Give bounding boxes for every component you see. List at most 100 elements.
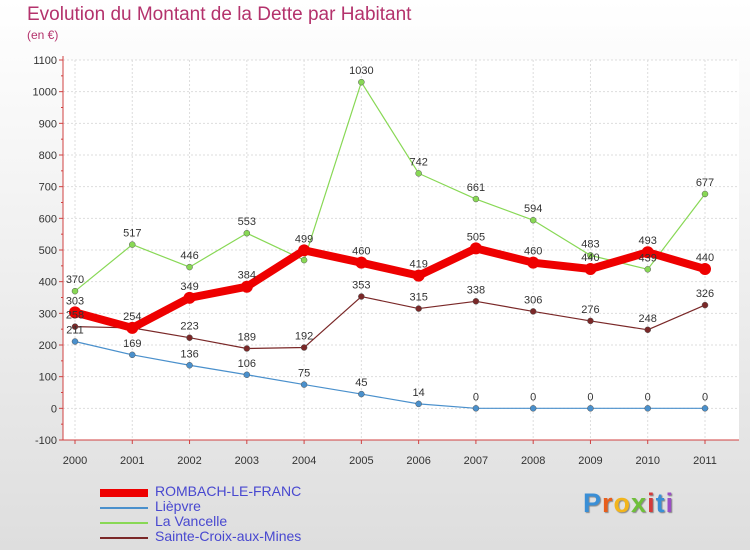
data-point [415,400,422,408]
data-point [186,263,193,271]
legend-label: La Vancelle [155,513,228,529]
logo-letter: i [647,488,656,518]
data-point [699,263,711,275]
data-point [472,298,480,305]
y-tick-label: 200 [39,340,57,352]
logo-letter: t [655,488,666,518]
data-label: 446 [180,250,198,262]
chart-title: Evolution du Montant de la Dette par Hab… [27,4,412,25]
y-tick-label: 500 [39,245,57,257]
data-point [469,242,482,255]
data-label: 460 [352,246,370,258]
y-tick-label: 0 [51,403,57,415]
data-point [355,256,368,269]
data-label: 326 [696,288,714,300]
data-point [69,306,81,319]
x-tick-label: 2000 [63,455,87,467]
data-label: 0 [645,391,651,403]
data-point [412,269,425,282]
data-label: 1030 [349,65,373,77]
x-tick-label: 2009 [578,455,602,467]
logo-letter: r [602,488,614,518]
data-label: 483 [581,238,599,250]
x-tick-label: 2001 [120,455,144,467]
data-label: 106 [238,358,256,370]
data-point [300,381,308,388]
y-tick-label: 1000 [33,87,57,99]
data-label: 677 [696,177,714,189]
data-point [529,308,537,315]
legend-label: Sainte-Croix-aux-Mines [155,528,302,544]
data-label: 661 [467,182,485,194]
legend-label: Lièpvre [155,498,201,514]
data-point [243,371,251,379]
x-tick-label: 2010 [635,455,659,467]
data-point [300,256,308,264]
x-tick-label: 2011 [693,455,717,467]
y-tick-label: -100 [35,435,57,447]
data-label: 742 [409,156,427,168]
series-line [74,81,706,292]
data-label: 303 [66,295,84,307]
data-label: 223 [180,321,198,333]
data-label: 384 [238,270,256,282]
data-point [415,305,422,312]
legend-swatch [100,507,148,509]
data-point [71,323,79,330]
data-point [126,321,139,334]
data-point [415,170,422,177]
data-label: 14 [413,387,425,399]
data-label: 349 [180,281,198,293]
data-point [472,405,480,412]
data-label: 0 [702,391,708,403]
data-point [529,216,537,224]
data-point [186,334,193,341]
data-label: 189 [238,331,256,343]
x-tick-label: 2008 [521,455,545,467]
legend-label: ROMBACH-LE-FRANC [155,483,302,499]
data-label: 315 [409,292,427,304]
y-tick-label: 400 [39,277,57,289]
data-point [587,317,594,325]
y-tick-label: 800 [39,150,57,162]
data-label: 594 [524,203,542,215]
series-line [74,295,706,350]
series-line [71,244,709,332]
data-point [472,195,480,203]
legend-swatch [100,489,148,497]
data-label: 505 [467,231,485,243]
data-point [358,78,365,86]
data-point [701,405,709,412]
logo-letter: x [631,488,648,518]
data-label: 460 [524,246,542,258]
data-label: 136 [180,348,198,360]
x-tick-label: 2003 [235,455,259,467]
data-point [243,345,251,352]
y-tick-label: 600 [39,213,57,225]
x-tick-label: 2004 [292,455,316,467]
data-point [587,405,594,412]
data-point [527,256,540,269]
data-label: 440 [696,252,714,264]
data-label: 0 [473,391,479,403]
data-point [129,351,136,359]
data-point [644,266,651,273]
data-label: 370 [66,274,84,286]
data-label: 254 [123,311,141,323]
data-point [71,338,79,345]
x-tick-label: 2002 [177,455,201,467]
logo-letter: P [583,488,603,518]
data-label: 169 [123,338,141,350]
y-tick-label: 100 [39,372,57,384]
data-label: 499 [295,233,313,245]
y-tick-label: 300 [39,308,57,320]
data-point [584,263,597,275]
data-label: 0 [530,391,536,403]
data-label: 0 [587,391,593,403]
y-tick-label: 900 [39,118,57,130]
data-label: 75 [298,368,310,380]
proxiti-logo: Proxiti [583,488,674,519]
data-point [243,229,251,237]
